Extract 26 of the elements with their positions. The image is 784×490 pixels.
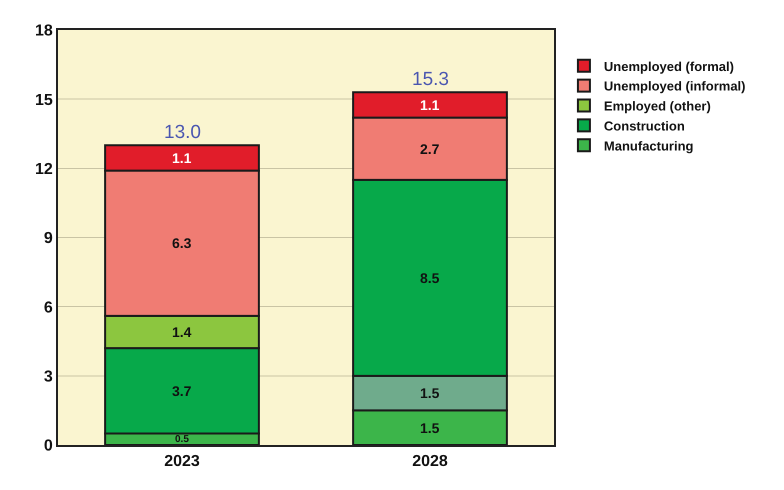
legend-label: Construction: [604, 118, 685, 134]
data-label: 0.5: [175, 434, 190, 445]
data-label: 2.7: [420, 141, 440, 157]
legend-label: Unemployed (formal): [604, 58, 734, 74]
y-tick-label: 6: [44, 299, 53, 316]
data-label: 8.5: [420, 270, 440, 286]
legend-label: Employed (other): [604, 98, 711, 114]
data-label: 6.3: [172, 235, 192, 251]
y-tick-label: 3: [44, 368, 53, 386]
data-label: 1.5: [420, 420, 440, 436]
data-label: 1.4: [172, 324, 192, 340]
y-tick-label: 0: [44, 438, 53, 455]
legend-label: Manufacturing: [604, 138, 694, 154]
data-label: 3.7: [172, 383, 192, 399]
data-label: 1.1: [172, 150, 192, 166]
y-tick-label: 9: [44, 230, 53, 248]
x-tick-label: 2028: [412, 453, 448, 470]
legend-label: Unemployed (informal): [604, 78, 746, 94]
y-tick-label: 15: [35, 92, 53, 109]
y-tick-label: 12: [35, 160, 53, 178]
total-label: 13.0: [164, 122, 201, 143]
x-tick-label: 2023: [164, 453, 200, 470]
data-label: 1.5: [420, 385, 440, 401]
data-label: 1.1: [420, 97, 440, 113]
y-tick-label: 18: [35, 22, 53, 40]
total-label: 15.3: [412, 69, 449, 90]
